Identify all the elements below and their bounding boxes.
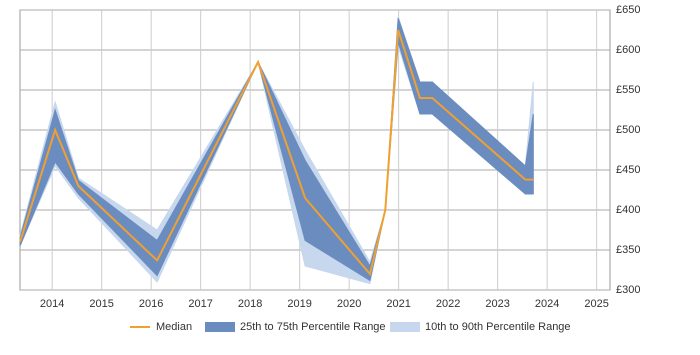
x-tick-label: 2014: [40, 298, 64, 310]
percentile-band: [19, 17, 534, 282]
x-tick-label: 2019: [287, 298, 311, 310]
y-tick-label: £300: [616, 284, 640, 296]
y-tick-label: £450: [616, 164, 640, 176]
legend-label: 10th to 90th Percentile Range: [425, 321, 571, 333]
legend-label: 25th to 75th Percentile Range: [240, 321, 386, 333]
legend-swatch: [390, 322, 420, 332]
legend-swatch: [205, 322, 235, 332]
y-tick-label: £650: [616, 4, 640, 16]
y-tick-label: £400: [616, 204, 640, 216]
x-tick-label: 2021: [386, 298, 410, 310]
x-tick-label: 2023: [485, 298, 509, 310]
y-tick-label: £500: [616, 124, 640, 136]
legend-label: Median: [156, 321, 192, 333]
x-tick-label: 2015: [89, 298, 113, 310]
x-tick-label: 2025: [584, 298, 608, 310]
y-tick-label: £600: [616, 44, 640, 56]
x-tick-label: 2020: [337, 298, 361, 310]
x-tick-label: 2022: [436, 298, 460, 310]
median-line: [19, 29, 534, 277]
x-tick-label: 2017: [188, 298, 212, 310]
y-tick-label: £550: [616, 84, 640, 96]
x-tick-label: 2016: [139, 298, 163, 310]
y-tick-label: £350: [616, 244, 640, 256]
x-tick-label: 2024: [535, 298, 559, 310]
x-tick-label: 2018: [238, 298, 262, 310]
